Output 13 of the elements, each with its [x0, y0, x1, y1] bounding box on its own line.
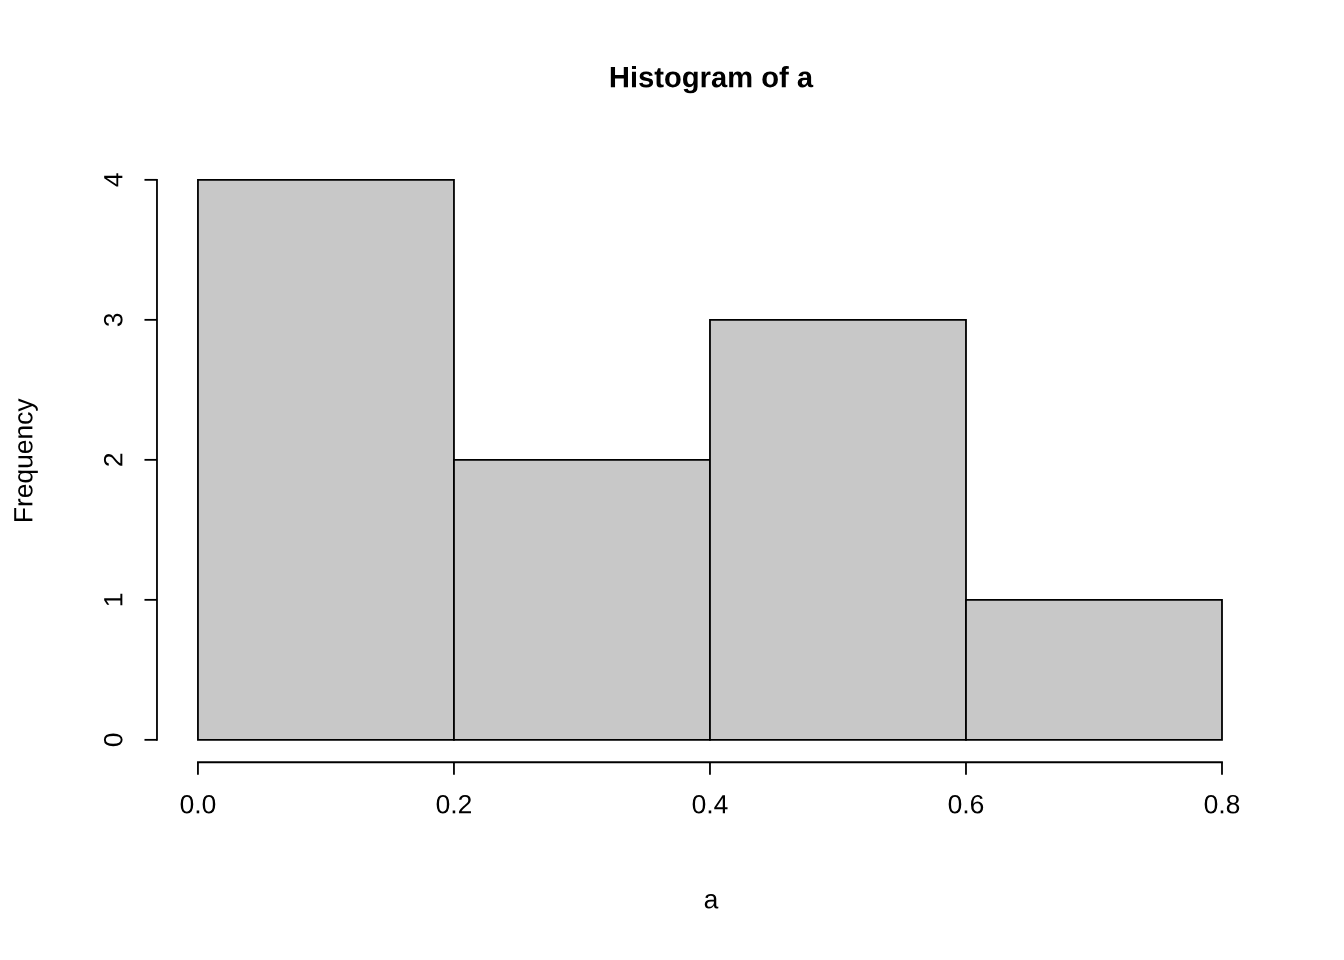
x-tick-label: 0.2 [436, 794, 471, 814]
x-tick-label: 0.4 [692, 794, 728, 814]
x-axis-title: a [704, 894, 719, 909]
chart-title: Histogram of a [610, 66, 814, 94]
y-axis-title: Frequency [14, 398, 38, 521]
y-tick-label: 2 [103, 453, 123, 466]
y-tick-label: 0 [103, 733, 123, 747]
y-tick-label: 3 [103, 313, 123, 327]
y-tick-label: 4 [104, 173, 123, 187]
x-tick-label: 0.0 [180, 794, 216, 814]
x-tick-label: 0.8 [1204, 794, 1240, 814]
x-tick-label: 0.6 [948, 794, 984, 814]
y-tick-label: 1 [104, 593, 123, 606]
